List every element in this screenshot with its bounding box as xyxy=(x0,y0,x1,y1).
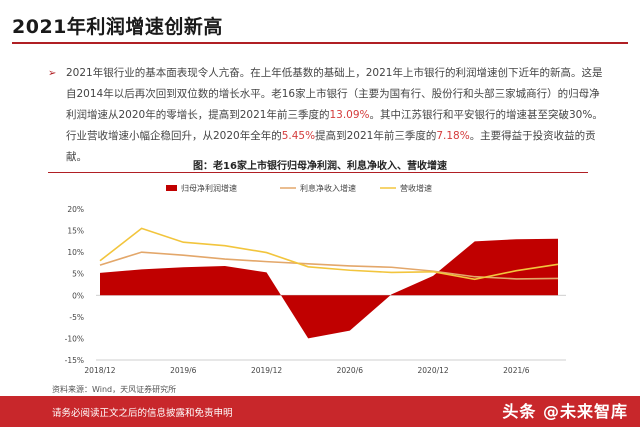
paragraph-text-1: 2021年银行业的基本面表现令人亢奋。在上年低基数的基础上，2021年上市银行的… xyxy=(66,67,603,121)
highlight-revenue-2021: 7.18% xyxy=(436,130,470,142)
footer-bar xyxy=(0,396,640,427)
bullet-marker: ➢ xyxy=(48,68,57,79)
body-paragraph: 2021年银行业的基本面表现令人亢奋。在上年低基数的基础上，2021年上市银行的… xyxy=(66,63,610,168)
y-tick-label: -5% xyxy=(69,313,84,322)
x-tick-label: 2020/6 xyxy=(337,366,364,375)
y-tick-label: -15% xyxy=(65,356,84,365)
figure-divider xyxy=(48,172,588,173)
y-tick-label: -10% xyxy=(65,334,84,343)
legend-label-0: 归母净利润增速 xyxy=(181,183,237,193)
x-tick-label: 2019/6 xyxy=(170,366,197,375)
legend-swatch-0 xyxy=(166,185,177,191)
x-tick-label: 2021/6 xyxy=(503,366,530,375)
brand-watermark: 头条 @未来智库 xyxy=(502,402,628,421)
series-line-2 xyxy=(99,227,559,281)
y-tick-label: 15% xyxy=(67,227,84,236)
y-tick-label: 20% xyxy=(67,205,84,214)
growth-chart: 归母净利润增速 利息净收入增速 营收增速 20% 15% 10% 5% 0% -5% -10% -1… xyxy=(65,183,566,375)
paragraph-text-4: 。主要得益于投资收益的贡献。 xyxy=(66,130,596,163)
highlight-profit-growth: 13.09% xyxy=(329,109,370,121)
title-divider xyxy=(12,42,628,44)
x-tick-label: 2018/12 xyxy=(84,366,115,375)
figure-title: 图：老16家上市银行归母净利润、利息净收入、营收增速 xyxy=(193,161,447,172)
y-tick-label: 0% xyxy=(72,291,84,300)
legend-label-2: 营收增速 xyxy=(400,183,432,193)
page-title: 2021年利润增速创新高 xyxy=(12,16,223,38)
x-tick-label: 2020/12 xyxy=(418,366,449,375)
y-tick-label: 5% xyxy=(72,270,84,279)
legend-label-1: 利息净收入增速 xyxy=(300,183,356,193)
series-area-profit xyxy=(100,238,558,339)
paragraph-text-2: 。其中江苏银行和平安银行的增速甚至突破30%。行业营收增速小幅企稳回升，从202… xyxy=(66,109,603,142)
y-tick-label: 10% xyxy=(67,248,84,257)
x-tick-label: 2019/12 xyxy=(251,366,282,375)
paragraph-text-3: 提高到2021年前三季度的 xyxy=(315,130,437,142)
source-note: 资料来源：Wind，天风证券研究所 xyxy=(52,385,177,394)
highlight-revenue-2020: 5.45% xyxy=(281,130,316,142)
disclaimer-text: 请务必阅读正文之后的信息披露和免责申明 xyxy=(52,408,233,419)
